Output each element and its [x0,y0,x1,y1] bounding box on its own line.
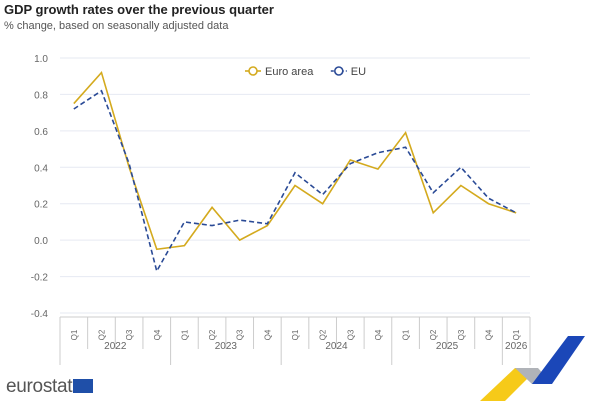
y-tick-label: 0.8 [34,90,48,101]
logo-ribbon-blue [532,336,585,384]
x-tick-label: Q3 [457,329,466,340]
chart-subtitle: % change, based on seasonally adjusted d… [4,20,229,32]
x-tick-label: Q1 [402,329,411,340]
x-tick-label: Q4 [263,329,272,340]
x-tick-label: Q3 [125,329,134,340]
brand-text: eurostat [6,376,73,397]
y-tick-label: -0.2 [31,273,49,284]
y-tick-label: -0.4 [31,309,49,320]
x-tick-label: Q4 [485,329,494,340]
y-tick-label: 0.2 [34,200,48,211]
legend-marker [248,66,258,76]
x-tick-label: Q3 [236,329,245,340]
series-line-eu [73,89,517,274]
x-tick-label: Q2 [429,329,438,340]
x-tick-label: Q2 [208,329,217,340]
x-tick-label: Q2 [319,329,328,340]
x-tick-label: Q1 [70,329,79,340]
legend-label: EU [351,66,366,78]
x-tick-label: Q1 [512,329,521,340]
logo-ribbon-yellow [480,368,538,401]
chart-title: GDP growth rates over the previous quart… [4,2,274,17]
y-tick-label: 1.0 [34,54,48,65]
y-tick-label: 0.6 [34,127,48,138]
x-tick-label: Q1 [291,329,300,340]
year-label: 2026 [505,341,528,352]
x-tick-label: Q1 [180,329,189,340]
y-tick-label: 0.0 [34,236,48,247]
x-tick-label: Q2 [97,329,106,340]
year-label: 2024 [325,341,348,352]
year-label: 2022 [104,341,127,352]
year-label: 2023 [215,341,238,352]
series-line-euro-area [73,70,517,251]
x-tick-label: Q3 [346,329,355,340]
x-tick-label: Q4 [374,329,383,340]
eurostat-logo: eurostat [6,376,94,398]
legend-marker [333,66,344,76]
y-tick-label: 0.4 [34,163,48,174]
eu-flag-icon [73,379,94,393]
legend-label: Euro area [265,66,314,78]
x-tick-label: Q4 [153,329,162,340]
year-label: 2025 [436,341,459,352]
